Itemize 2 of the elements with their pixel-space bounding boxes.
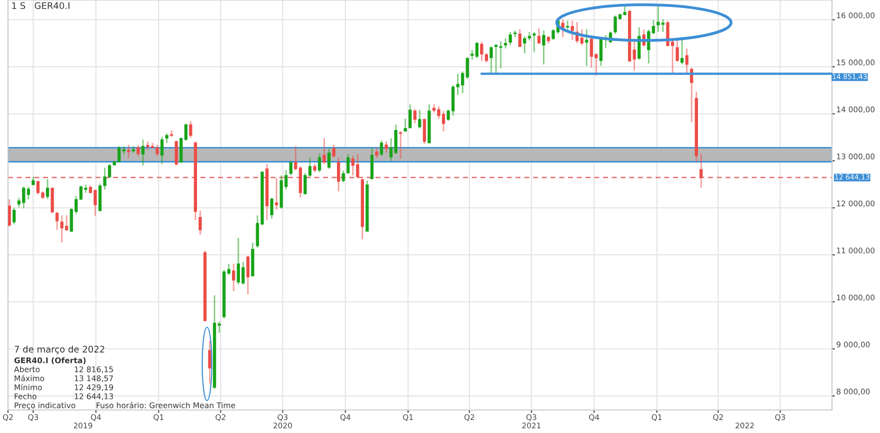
annotation: 7 de março de 2022: [14, 346, 104, 354]
chart-title: 1 S GER40.I: [12, 2, 70, 10]
